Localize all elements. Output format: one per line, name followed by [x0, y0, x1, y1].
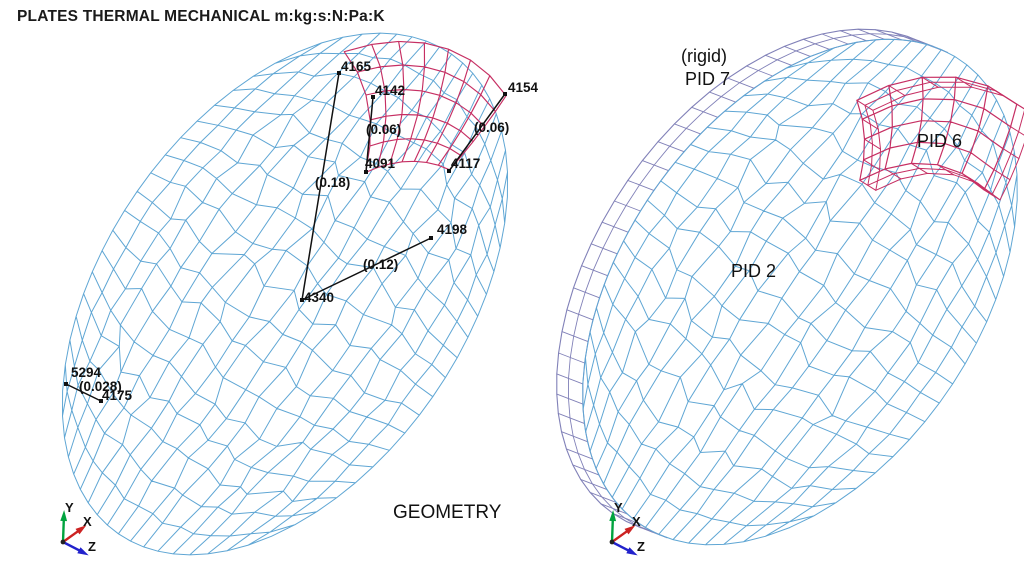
axis-y-label: Y	[65, 500, 74, 515]
measure-lines	[64, 71, 507, 403]
node-label-4154: 4154	[508, 80, 539, 95]
dim-label-0.06: (0.06)	[366, 122, 402, 137]
rigid-label: (rigid)	[681, 46, 728, 66]
right-disc-mesh	[582, 38, 1018, 546]
axis-x-label: X	[83, 514, 92, 529]
axis-triad	[609, 510, 638, 556]
node-label-4175: 4175	[102, 388, 133, 403]
node-label-4142: 4142	[375, 83, 406, 98]
dim-label-0.12: (0.12)	[363, 257, 399, 272]
axis-y-label: Y	[614, 500, 623, 515]
axis-z-label: Z	[637, 539, 645, 554]
node-label-4091: 4091	[365, 156, 396, 171]
left-disc-mesh	[61, 32, 509, 556]
viewport-geometry[interactable]	[0, 28, 545, 576]
geometry-caption: GEOMETRY	[393, 502, 502, 523]
dim-label-0.06: (0.06)	[474, 120, 510, 135]
node-label-4117: 4117	[451, 156, 481, 171]
model-title: PLATES THERMAL MECHANICAL m:kg:s:N:Pa:K	[17, 8, 385, 25]
right-red-block	[856, 76, 1024, 201]
axis-triad	[60, 510, 89, 556]
viewport-pid[interactable]	[545, 28, 1024, 576]
node-label-4165: 4165	[341, 59, 372, 74]
dim-label-0.18: (0.18)	[315, 175, 351, 190]
left-red-patch	[343, 40, 507, 173]
axis-z-label: Z	[88, 539, 96, 554]
pid-7-label: PID 7	[685, 69, 731, 89]
pid-6-label: PID 6	[917, 131, 963, 151]
pid-2-label: PID 2	[731, 261, 777, 281]
axis-x-label: X	[632, 514, 641, 529]
dim-label-0.028: (0.028)	[79, 379, 122, 394]
node-label-4198: 4198	[437, 222, 468, 237]
node-label-4340: 4340	[304, 290, 335, 305]
node-label-5294: 5294	[71, 365, 102, 380]
